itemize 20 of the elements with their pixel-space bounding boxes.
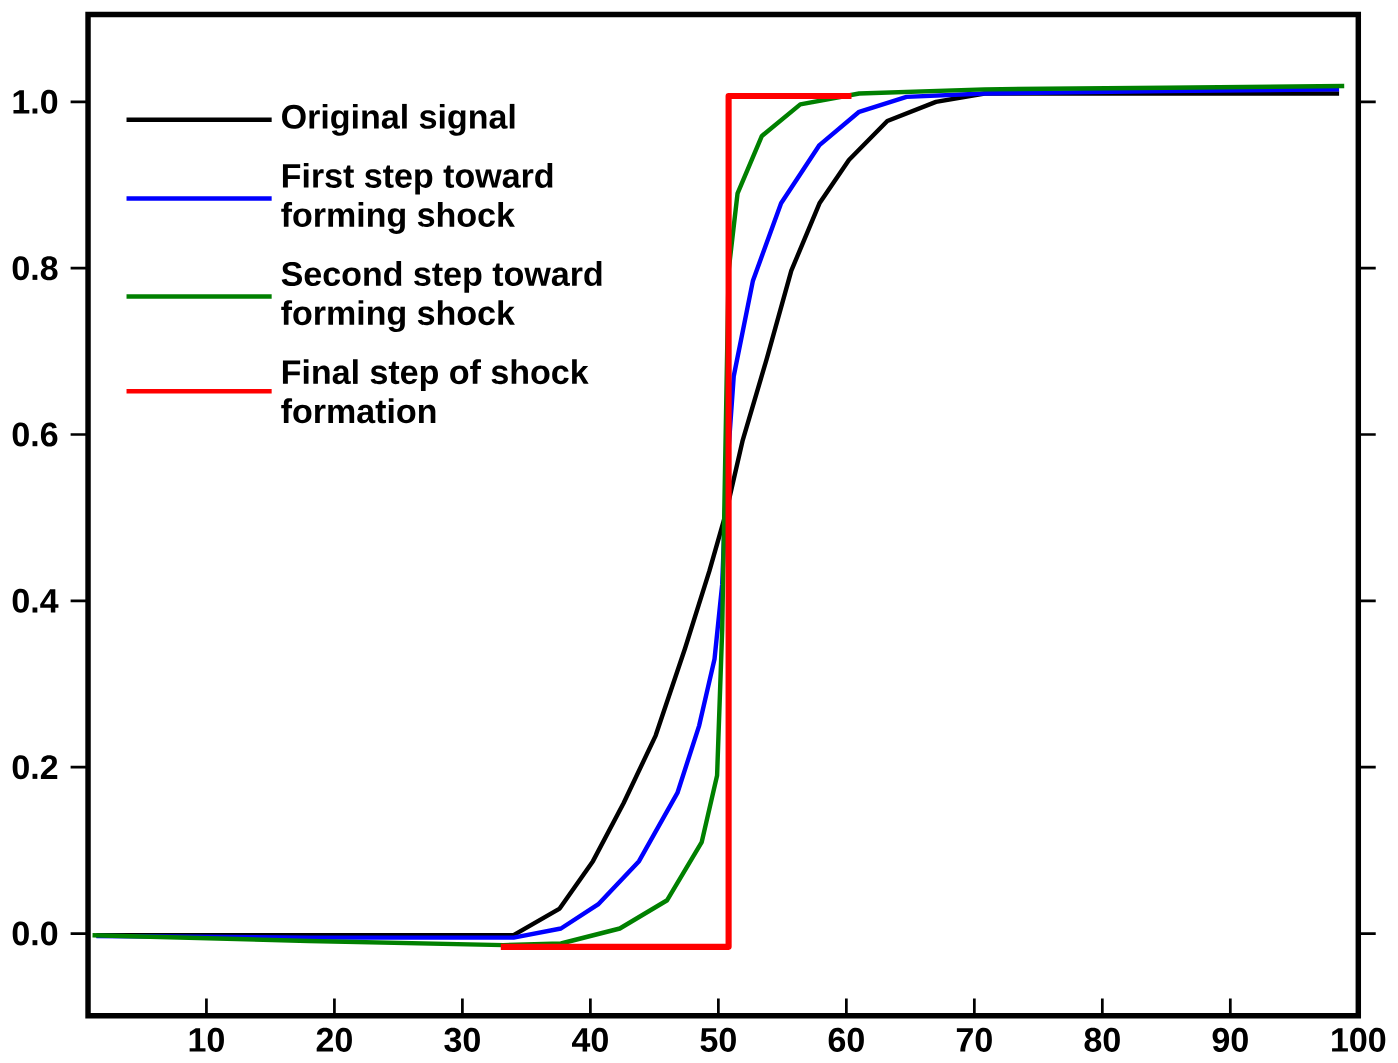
x-tick-label: 60 <box>828 1027 864 1052</box>
x-tick-label: 100 <box>1332 1027 1386 1052</box>
x-tick-label: 40 <box>572 1027 608 1052</box>
legend-label: First step toward forming shock <box>281 162 553 234</box>
x-tick-label: 70 <box>956 1027 992 1052</box>
x-tick-label: 20 <box>316 1027 352 1052</box>
y-tick-label: 0.4 <box>12 588 59 613</box>
y-tick-label: 0.2 <box>12 754 58 780</box>
x-tick-label: 10 <box>189 1027 224 1052</box>
x-tick-label: 50 <box>700 1027 736 1052</box>
x-tick-label: 30 <box>444 1027 480 1052</box>
legend-label: Original signal <box>282 103 515 136</box>
legend-label: Final step of shock formation <box>281 359 589 424</box>
x-tick-label: 80 <box>1084 1027 1120 1052</box>
y-tick-label: 0.6 <box>12 422 58 447</box>
y-tick-label: 0.0 <box>12 921 58 946</box>
y-tick-label: 0.8 <box>12 255 58 281</box>
y-tick-label: 1.0 <box>13 89 58 114</box>
legend-label: Second step toward forming shock <box>281 260 602 332</box>
x-tick-label: 90 <box>1212 1027 1248 1052</box>
